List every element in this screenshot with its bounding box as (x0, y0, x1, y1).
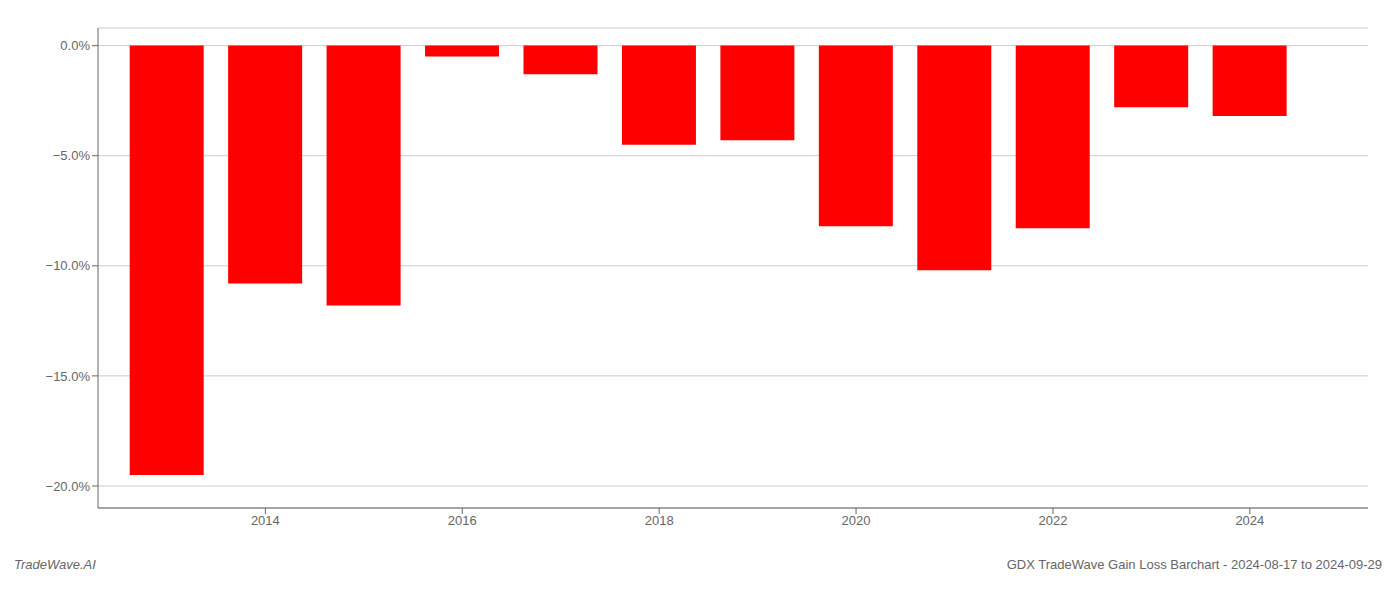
svg-text:−15.0%: −15.0% (46, 369, 91, 384)
html-text:TradeWave.AI: TradeWave.AI (14, 557, 96, 572)
svg-text:−10.0%: −10.0% (46, 258, 91, 273)
svg-text:0.0%: 0.0% (60, 38, 90, 53)
svg-text:2022: 2022 (1039, 513, 1068, 528)
html-text:GDX TradeWave Gain Loss Barcha: GDX TradeWave Gain Loss Barchart - 2024-… (1006, 557, 1382, 572)
svg-text:2020: 2020 (842, 513, 871, 528)
svg-text:2018: 2018 (645, 513, 674, 528)
svg-text:2016: 2016 (448, 513, 477, 528)
svg-text:−5.0%: −5.0% (53, 148, 91, 163)
svg-text:2024: 2024 (1235, 513, 1264, 528)
svg-text:2014: 2014 (251, 513, 280, 528)
svg-text:−20.0%: −20.0% (46, 479, 91, 494)
